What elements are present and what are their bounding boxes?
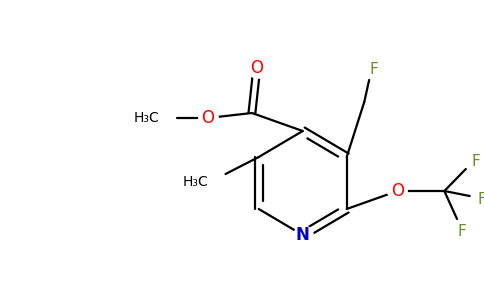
Text: O: O [391, 182, 404, 200]
Text: H₃C: H₃C [182, 175, 208, 189]
Text: F: F [370, 62, 378, 77]
Text: O: O [201, 109, 214, 127]
Text: F: F [477, 191, 484, 206]
Text: F: F [457, 224, 466, 238]
Text: F: F [471, 154, 480, 169]
Text: H₃C: H₃C [134, 111, 159, 125]
Text: N: N [296, 226, 310, 244]
Text: O: O [250, 59, 263, 77]
